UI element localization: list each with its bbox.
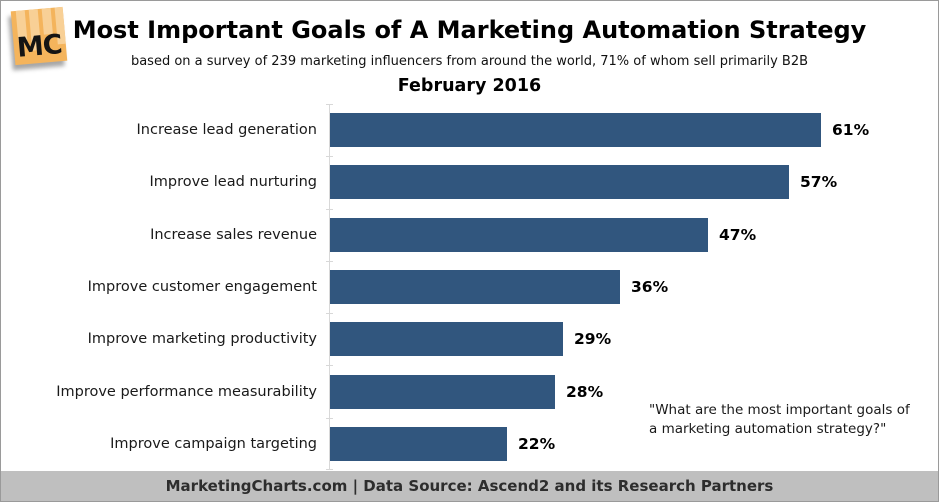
value-label: 36%: [631, 278, 669, 297]
category-label: Improve lead nurturing: [149, 174, 317, 191]
chart-row: Increase sales revenue 47%: [13, 208, 928, 261]
chart-row: Improve marketing productivity 29%: [13, 313, 928, 366]
page-subtitle: based on a survey of 239 marketing influ…: [130, 54, 809, 69]
value-label: 22%: [518, 434, 556, 453]
bar: [330, 113, 821, 148]
category-label: Increase lead generation: [136, 122, 317, 139]
bar: [330, 322, 563, 357]
bar: [330, 165, 789, 200]
chart-row: Improve campaign targeting 22%: [13, 417, 928, 471]
axis-track: 61%: [326, 104, 928, 157]
survey-question-annotation: "What are the most important goals of a …: [649, 402, 910, 437]
axis-track: 28%: [326, 365, 928, 418]
bar: [330, 217, 708, 252]
chart-row: Improve lead nurturing 57%: [13, 156, 928, 209]
axis-track: 57%: [326, 156, 928, 209]
bar: [330, 374, 555, 409]
category-label: Improve marketing productivity: [87, 331, 317, 348]
footer-bar: MarketingCharts.com | Data Source: Ascen…: [1, 471, 938, 501]
chart-title: February 2016: [397, 76, 542, 96]
category-label: Increase sales revenue: [150, 226, 317, 243]
category-label: Improve campaign targeting: [110, 435, 317, 452]
axis-track: 36%: [326, 260, 928, 314]
chart-row: Improve performance measurability 28%: [13, 365, 928, 418]
axis-track: 47%: [326, 208, 928, 261]
chart-row: Improve customer engagement 36%: [13, 260, 928, 314]
category-label: Improve performance measurability: [56, 383, 317, 400]
bar: [330, 426, 507, 461]
value-label: 61%: [832, 121, 870, 140]
footer-text: MarketingCharts.com | Data Source: Ascen…: [165, 477, 774, 495]
value-label: 29%: [574, 330, 612, 349]
value-label: 47%: [719, 225, 757, 244]
bar: [330, 270, 620, 305]
bar-chart: Increase lead generation 61% Improve lead …: [13, 104, 928, 471]
axis-track: 29%: [326, 313, 928, 366]
value-label: 57%: [800, 173, 838, 192]
chart-row: Increase lead generation 61%: [13, 104, 928, 157]
page-title: Most Important Goals of A Marketing Auto…: [72, 16, 867, 44]
value-label: 28%: [566, 382, 604, 401]
category-label: Improve customer engagement: [87, 279, 317, 296]
axis-track: 22%: [326, 417, 928, 471]
